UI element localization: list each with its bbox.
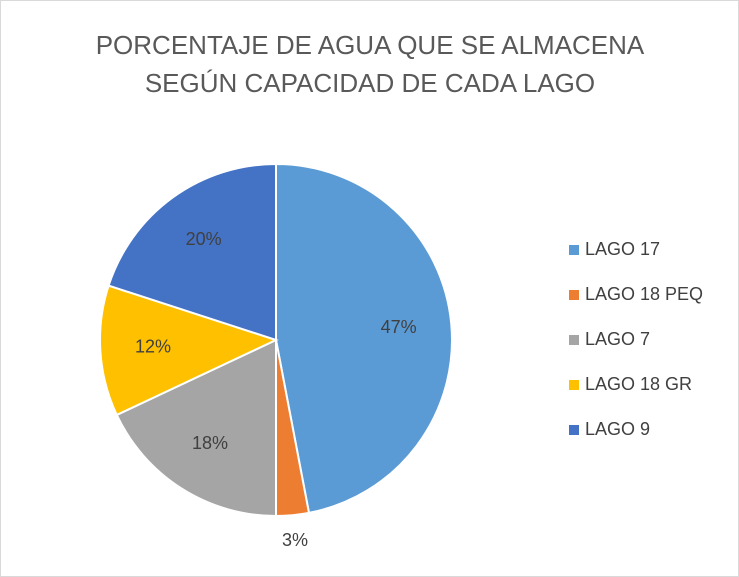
legend-swatch [569, 335, 579, 345]
legend-swatch [569, 380, 579, 390]
legend-label: LAGO 18 PEQ [585, 284, 703, 304]
legend-label: LAGO 7 [585, 329, 650, 349]
legend-label: LAGO 18 GR [585, 374, 692, 394]
data-label: 3% [282, 530, 308, 550]
legend-swatch [569, 245, 579, 255]
pie-slice [275, 162, 453, 515]
legend-swatch [569, 425, 579, 435]
legend-swatch [569, 290, 579, 300]
pie-slice [107, 162, 277, 342]
data-label: 47% [381, 317, 417, 337]
legend-label: LAGO 9 [585, 419, 650, 439]
legend-label: LAGO 17 [585, 239, 660, 259]
pie-slice [115, 338, 277, 518]
data-label: 20% [186, 229, 222, 249]
data-label: 18% [192, 433, 228, 453]
pie-slice [99, 284, 279, 417]
chart-title: PORCENTAJE DE AGUA QUE SE ALMACENA [96, 30, 645, 60]
data-label: 12% [135, 336, 171, 356]
chart-title: SEGÚN CAPACIDAD DE CADA LAGO [145, 68, 595, 98]
